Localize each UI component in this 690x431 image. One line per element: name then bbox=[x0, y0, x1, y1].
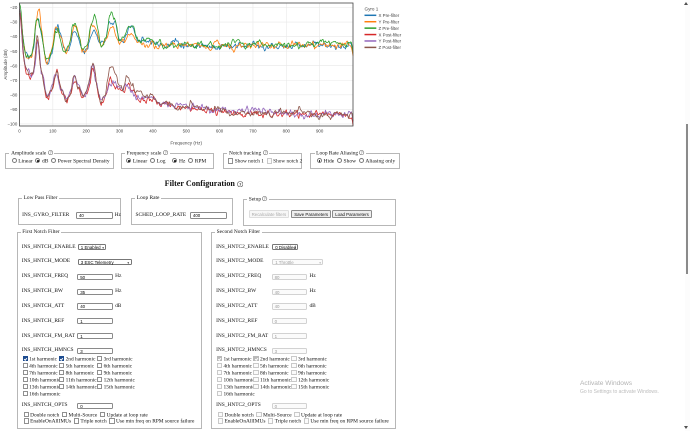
svg-text:?: ? bbox=[361, 151, 363, 155]
svg-text:Z Pre-filter: Z Pre-filter bbox=[379, 26, 400, 31]
svg-text:−100: −100 bbox=[7, 122, 17, 127]
svg-text:−30: −30 bbox=[10, 20, 18, 25]
svg-text:−70: −70 bbox=[10, 78, 18, 83]
svg-text:Y Post-filter: Y Post-filter bbox=[379, 39, 402, 44]
svg-text:−50: −50 bbox=[10, 49, 18, 54]
svg-text:900: 900 bbox=[316, 129, 324, 134]
svg-text:?: ? bbox=[165, 151, 167, 155]
svg-text:200: 200 bbox=[83, 129, 91, 134]
svg-text:Z Post-filter: Z Post-filter bbox=[379, 45, 402, 50]
svg-text:?: ? bbox=[264, 197, 266, 201]
svg-text:600: 600 bbox=[216, 129, 224, 134]
svg-text:?: ? bbox=[239, 181, 242, 186]
svg-text:?: ? bbox=[49, 151, 51, 155]
svg-text:−20: −20 bbox=[10, 5, 18, 10]
svg-text:−40: −40 bbox=[10, 34, 18, 39]
svg-text:−80: −80 bbox=[10, 92, 18, 97]
svg-text:0: 0 bbox=[18, 129, 21, 134]
svg-text:Amplitude (dB): Amplitude (dB) bbox=[3, 49, 8, 80]
svg-text:700: 700 bbox=[249, 129, 257, 134]
svg-text:−60: −60 bbox=[10, 63, 18, 68]
svg-text:Gyro 1: Gyro 1 bbox=[365, 7, 379, 12]
svg-text:Frequency (Hz): Frequency (Hz) bbox=[170, 141, 202, 146]
svg-text:X Pre-filter: X Pre-filter bbox=[379, 13, 400, 18]
svg-text:100: 100 bbox=[49, 129, 57, 134]
svg-text:300: 300 bbox=[116, 129, 124, 134]
svg-text:800: 800 bbox=[283, 129, 291, 134]
svg-text:Y Pre-filter: Y Pre-filter bbox=[379, 19, 400, 24]
svg-text:X Post-filter: X Post-filter bbox=[379, 32, 402, 37]
svg-text:?: ? bbox=[264, 151, 266, 155]
svg-text:−90: −90 bbox=[10, 107, 18, 112]
svg-text:500: 500 bbox=[183, 129, 191, 134]
svg-text:400: 400 bbox=[149, 129, 157, 134]
